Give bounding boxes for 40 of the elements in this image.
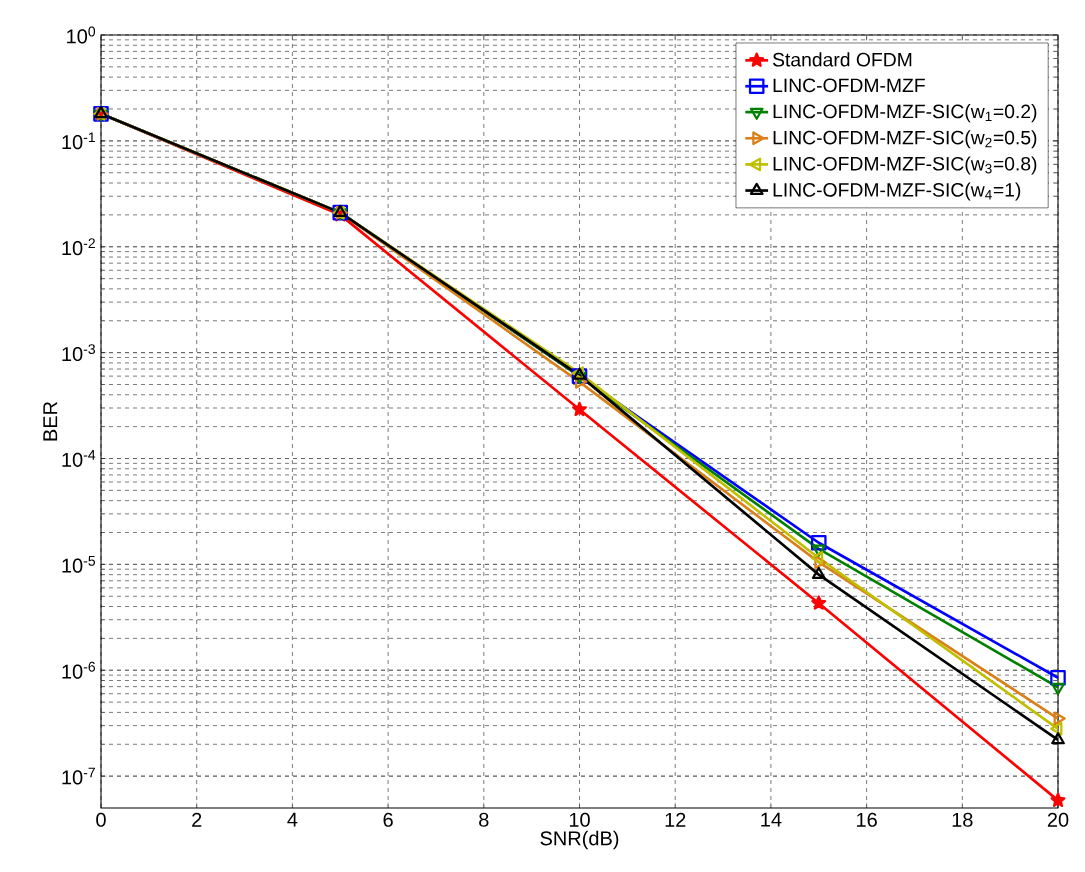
legend-label: LINC-OFDM-MZF-SIC(w$_{1}$=0.2) <box>773 104 1037 123</box>
point <box>1050 792 1066 807</box>
y-axis-title: BER <box>43 401 58 441</box>
point <box>811 595 827 610</box>
point <box>1050 669 1066 686</box>
legend-label: LINC-OFDM-MZF-SIC(w$_{2}$=0.5) <box>773 130 1037 149</box>
y-tick-label: 10$^{-5}$ <box>62 556 96 573</box>
y-tick-label: 10$^{-3}$ <box>62 344 96 362</box>
y-tick-label: 10$^{-2}$ <box>62 238 95 256</box>
point <box>572 401 587 417</box>
point <box>810 551 824 565</box>
point <box>810 534 827 551</box>
y-tick-label: 10$^{-7}$ <box>62 767 95 785</box>
x-tick-label: 14 <box>761 812 782 827</box>
legend-label: LINC-OFDM-MZF-SIC(w$_{4}$=1) <box>773 182 1021 201</box>
x-axis-title: SNR(dB) <box>540 830 619 850</box>
legend-label: LINC-OFDM-MZF-SIC(w$_{3}$=0.8) <box>773 156 1037 175</box>
point <box>1053 711 1066 726</box>
x-tick-label: 2 <box>192 812 202 827</box>
point <box>1051 732 1065 745</box>
x-tick-label: 4 <box>287 812 298 827</box>
x-tick-label: 0 <box>96 812 106 827</box>
y-tick-label: 10$^{0}$ <box>67 26 96 44</box>
point <box>811 544 826 557</box>
legend-label: Standard OFDM <box>772 52 912 67</box>
x-tick-label: 8 <box>479 812 489 827</box>
y-tick-label: 10$^{-1}$ <box>62 132 95 150</box>
x-tick-label: 6 <box>383 812 393 827</box>
x-tick-label: 10 <box>569 812 590 827</box>
y-tick-label: 10$^{-4}$ <box>62 450 96 467</box>
point <box>1051 682 1065 696</box>
legend-label: LINC-OFDM-MZF <box>773 78 925 93</box>
x-tick-label: 12 <box>665 812 686 827</box>
y-tick-label: 10$^{-6}$ <box>62 661 96 679</box>
point <box>1050 721 1063 736</box>
x-tick-label: 20 <box>1047 812 1069 827</box>
x-tick-label: 16 <box>857 812 877 827</box>
point <box>811 566 826 580</box>
x-tick-label: 18 <box>952 812 973 827</box>
point <box>814 555 827 570</box>
